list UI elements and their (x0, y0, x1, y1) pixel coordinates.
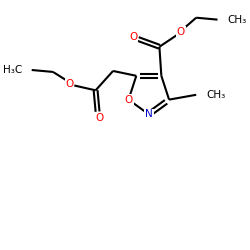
Text: N: N (145, 109, 153, 119)
Text: O: O (129, 32, 138, 42)
Text: O: O (124, 94, 133, 104)
Text: CH₃: CH₃ (206, 90, 225, 100)
Text: O: O (95, 114, 104, 124)
Text: O: O (65, 78, 74, 88)
Text: O: O (176, 27, 185, 37)
Text: H₃C: H₃C (3, 65, 22, 75)
Text: CH₃: CH₃ (227, 15, 246, 25)
